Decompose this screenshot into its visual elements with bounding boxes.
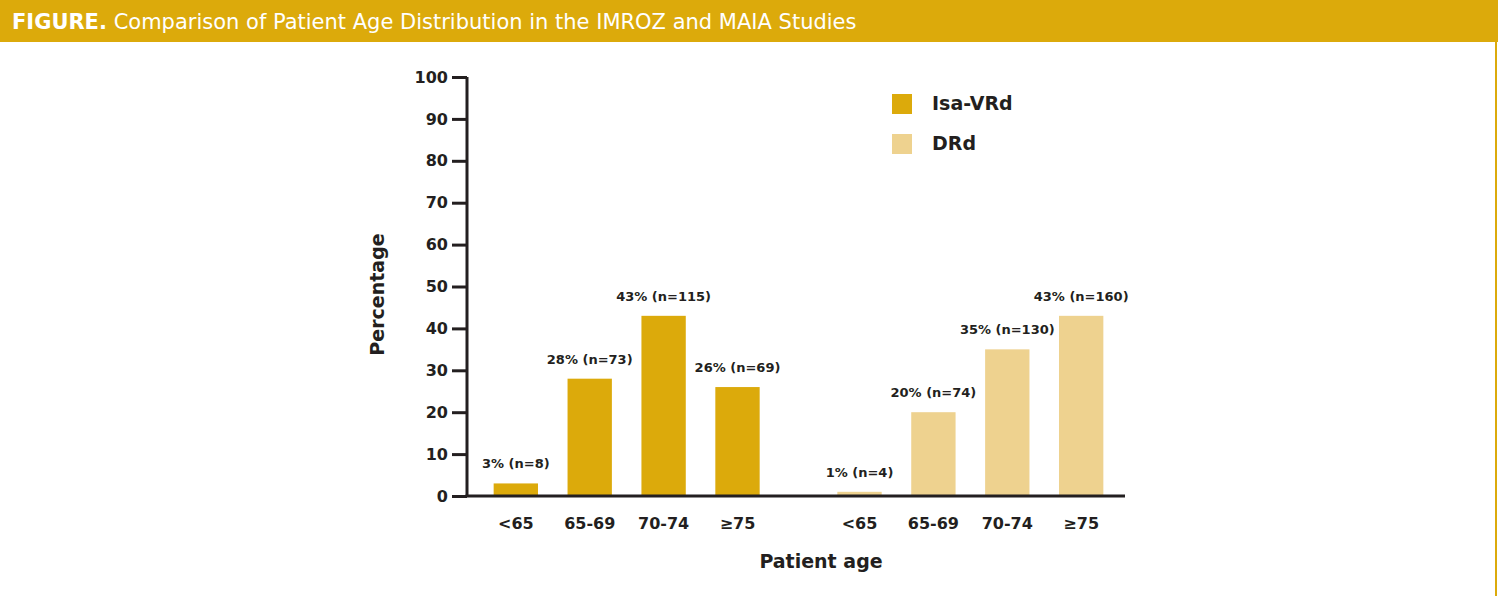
- legend-label: DRd: [932, 132, 976, 154]
- y-axis: 0 10 20 30 40 50 60 70 80 90 100: [415, 68, 467, 506]
- data-label: 43% (n=160): [1034, 289, 1129, 304]
- x-axis-line: [466, 495, 1126, 498]
- x-tick-label: ≥75: [1063, 514, 1099, 533]
- data-label: 1% (n=4): [826, 465, 894, 480]
- bar: [494, 483, 538, 496]
- chart: FIGURE. Comparison of Patient Age Distri…: [0, 0, 1498, 596]
- y-tick: 40: [426, 319, 467, 338]
- x-tick: 70-74: [638, 514, 689, 533]
- y-tick-label: 30: [426, 361, 448, 380]
- bar: [641, 316, 685, 496]
- data-label: 20% (n=74): [891, 385, 977, 400]
- legend: Isa-VRd DRd: [892, 92, 1013, 154]
- bars: [494, 316, 1104, 496]
- y-tick: 90: [426, 110, 467, 129]
- y-tick-mark: [452, 453, 467, 456]
- y-tick-label: 60: [426, 235, 448, 254]
- data-label: 28% (n=73): [547, 352, 633, 367]
- y-tick-label: 20: [426, 403, 448, 422]
- y-tick: 10: [426, 445, 467, 464]
- data-label: 43% (n=115): [616, 289, 711, 304]
- y-tick-mark: [452, 369, 467, 372]
- y-tick-mark: [452, 118, 467, 121]
- y-tick-mark: [452, 76, 467, 79]
- data-label: 35% (n=130): [960, 322, 1055, 337]
- right-border: [1495, 0, 1497, 596]
- x-tick: ≥75: [720, 514, 756, 533]
- header-band: [0, 0, 1498, 42]
- y-tick-label: 40: [426, 319, 448, 338]
- y-tick-mark: [452, 411, 467, 414]
- x-tick: <65: [498, 514, 534, 533]
- x-tick-label: <65: [842, 514, 878, 533]
- x-axis: <65 65-69 70-74 ≥75: [498, 514, 755, 533]
- y-tick-label: 50: [426, 277, 448, 296]
- y-tick: 20: [426, 403, 467, 422]
- title: FIGURE. Comparison of Patient Age Distri…: [12, 10, 856, 34]
- x-tick-label: ≥75: [720, 514, 756, 533]
- y-tick-mark: [452, 327, 467, 330]
- y-tick-label: 90: [426, 110, 448, 129]
- x-tick-label: 65-69: [908, 514, 959, 533]
- y-tick-label: 80: [426, 151, 448, 170]
- y-tick: 70: [426, 193, 467, 212]
- y-tick: 60: [426, 235, 467, 254]
- bar: [911, 412, 955, 496]
- legend-swatch: [892, 134, 912, 154]
- y-tick-label: 70: [426, 193, 448, 212]
- y-tick: 0: [437, 487, 467, 506]
- bar: [985, 349, 1029, 496]
- x-axis: <65 65-69 70-74 ≥75: [842, 514, 1099, 533]
- x-tick-label: <65: [498, 514, 534, 533]
- x-tick: <65: [842, 514, 878, 533]
- y-tick-mark: [452, 160, 467, 163]
- bar: [568, 379, 612, 496]
- y-tick: 80: [426, 151, 467, 170]
- x-tick: 70-74: [982, 514, 1033, 533]
- y-tick-mark: [452, 202, 467, 205]
- y-tick-mark: [452, 286, 467, 289]
- y-tick-mark: [452, 244, 467, 247]
- x-axis-title: Patient age: [759, 550, 882, 572]
- y-tick-label: 0: [437, 487, 448, 506]
- legend-swatch: [892, 94, 912, 114]
- y-tick-label: 10: [426, 445, 448, 464]
- y-tick: 50: [426, 277, 467, 296]
- bar: [1059, 316, 1103, 496]
- y-tick-label: 100: [415, 68, 448, 87]
- y-tick-mark: [452, 495, 467, 498]
- y-tick: 30: [426, 361, 467, 380]
- data-label: 26% (n=69): [695, 360, 781, 375]
- x-tick: 65-69: [908, 514, 959, 533]
- x-tick: ≥75: [1063, 514, 1099, 533]
- data-label: 3% (n=8): [482, 456, 550, 471]
- y-tick: 100: [415, 68, 467, 87]
- x-tick-label: 70-74: [638, 514, 689, 533]
- data-labels: 3% (n=8) 28% (n=73) 43% (n=115) 26% (n=69) 1…: [482, 289, 1129, 480]
- y-axis-title: Percentage: [366, 233, 388, 355]
- x-tick-label: 65-69: [564, 514, 615, 533]
- bar: [715, 387, 759, 496]
- x-tick: 65-69: [564, 514, 615, 533]
- legend-label: Isa-VRd: [932, 92, 1013, 114]
- x-tick-label: 70-74: [982, 514, 1033, 533]
